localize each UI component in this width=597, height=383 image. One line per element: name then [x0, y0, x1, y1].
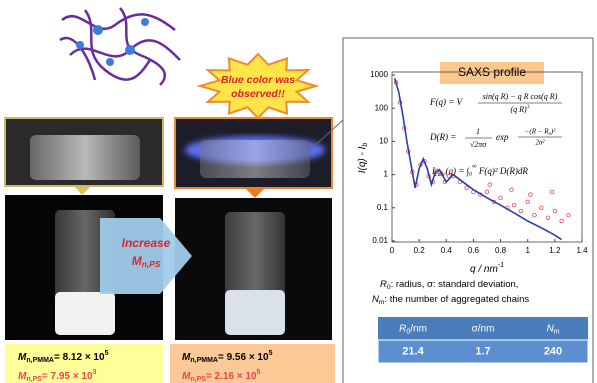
data-point: [539, 206, 543, 210]
text: σ/nm: [472, 323, 495, 334]
polymer-cartoon: [60, 8, 180, 85]
subscript: n,PS: [190, 376, 206, 383]
exponent: 3: [526, 104, 530, 110]
table-cell: 21.4: [402, 345, 424, 357]
data-point: [499, 196, 503, 200]
y-tick-label: 1000: [370, 70, 388, 79]
x-tick-label: 0.4: [441, 246, 453, 255]
note: Nm: the number of aggregated chains: [372, 294, 529, 306]
term: (q) = ∫₀: [446, 166, 473, 177]
equations: F(q) = V sin(q R) − q R cos(q R) (q R)3 …: [429, 92, 562, 179]
callout-text: observed!!: [231, 88, 285, 100]
data-point: [550, 190, 554, 194]
data-point: [526, 200, 530, 204]
data-point: [485, 190, 489, 194]
equation: −(R − R₀)²: [525, 128, 557, 136]
exponent: 5: [257, 369, 261, 376]
table-header: R0/nm: [399, 323, 427, 335]
label: q / nm: [470, 264, 498, 275]
table-header: σ/nm: [472, 323, 495, 334]
data-point: [533, 213, 537, 217]
x-tick-label: 0.6: [468, 246, 480, 255]
subscript: n,PS: [26, 376, 42, 383]
data-point: [546, 216, 550, 220]
equation: 1: [476, 127, 480, 136]
subscript: n,PMMA: [190, 357, 218, 364]
text: : the number of aggregated chains: [384, 294, 529, 305]
starburst: [200, 54, 316, 118]
graphical-abstract: Increase Mn,PS Blue color was observed!!…: [0, 0, 597, 383]
text: R: [399, 323, 406, 334]
subscript: b: [362, 143, 369, 147]
exponent: 3: [93, 369, 97, 376]
data-point: [488, 183, 492, 187]
x-tick-label: 0: [390, 246, 395, 255]
table-cell: 1.7: [475, 345, 490, 357]
equation: 2σ²: [535, 139, 545, 147]
data-point: [519, 209, 523, 213]
callout-text: Blue color was: [221, 74, 295, 86]
label: I(q) - I: [357, 146, 368, 173]
data-point: [512, 203, 516, 207]
value: = 7.95 × 10: [42, 371, 93, 382]
exponent: 5: [269, 350, 273, 357]
value: = 8.12 × 10: [54, 352, 105, 363]
value: = 2.16 × 10: [206, 371, 257, 382]
y-tick-label: 0.01: [372, 236, 388, 245]
data-point: [529, 193, 533, 197]
equation: F(q) = V: [429, 97, 464, 107]
equation: exp: [496, 132, 509, 142]
x-axis-label: q / nm-1: [470, 262, 504, 275]
term: F(q)² D(R)dR: [477, 166, 529, 176]
subscript: n,PMMA: [26, 357, 54, 364]
data-point: [510, 188, 514, 192]
y-tick-label: 100: [375, 103, 389, 112]
x-tick-label: 1: [525, 246, 530, 255]
y-tick-label: 10: [379, 137, 388, 146]
equation: (q R)3: [510, 104, 529, 114]
subscript: m: [554, 328, 560, 335]
equation: Icalc(q) = ∫₀∞ F(q)² D(R)dR: [431, 163, 528, 178]
value: = 9.56 × 10: [218, 352, 269, 363]
x-tick-label: 0.2: [414, 246, 426, 255]
data-point: [567, 213, 571, 217]
x-tick-label: 1.2: [549, 246, 561, 255]
photo-right: [175, 118, 332, 340]
subscript: n,PS: [142, 259, 161, 269]
equation: √2πσ: [470, 140, 487, 149]
data-point: [553, 209, 557, 213]
table-cell: 240: [544, 345, 562, 357]
y-axis-label: I(q) - Ib: [357, 143, 369, 174]
equation: sin(q R) − q R cos(q R): [483, 92, 558, 101]
equation: D(R) =: [429, 132, 456, 142]
arrow-text: Increase: [122, 236, 171, 250]
data-point: [560, 219, 564, 223]
superscript: -1: [498, 262, 504, 269]
text: : radius, σ: standard deviation,: [391, 279, 519, 290]
x-tick-label: 1.4: [576, 246, 588, 255]
note: R0: radius, σ: standard deviation,: [380, 279, 518, 291]
term: (q R): [510, 105, 527, 114]
y-tick-label: 1: [384, 170, 389, 179]
exponent: 5: [105, 350, 109, 357]
y-tick-label: 0.1: [377, 203, 389, 212]
x-tick-label: 0.8: [495, 246, 507, 255]
text: /nm: [410, 323, 427, 334]
